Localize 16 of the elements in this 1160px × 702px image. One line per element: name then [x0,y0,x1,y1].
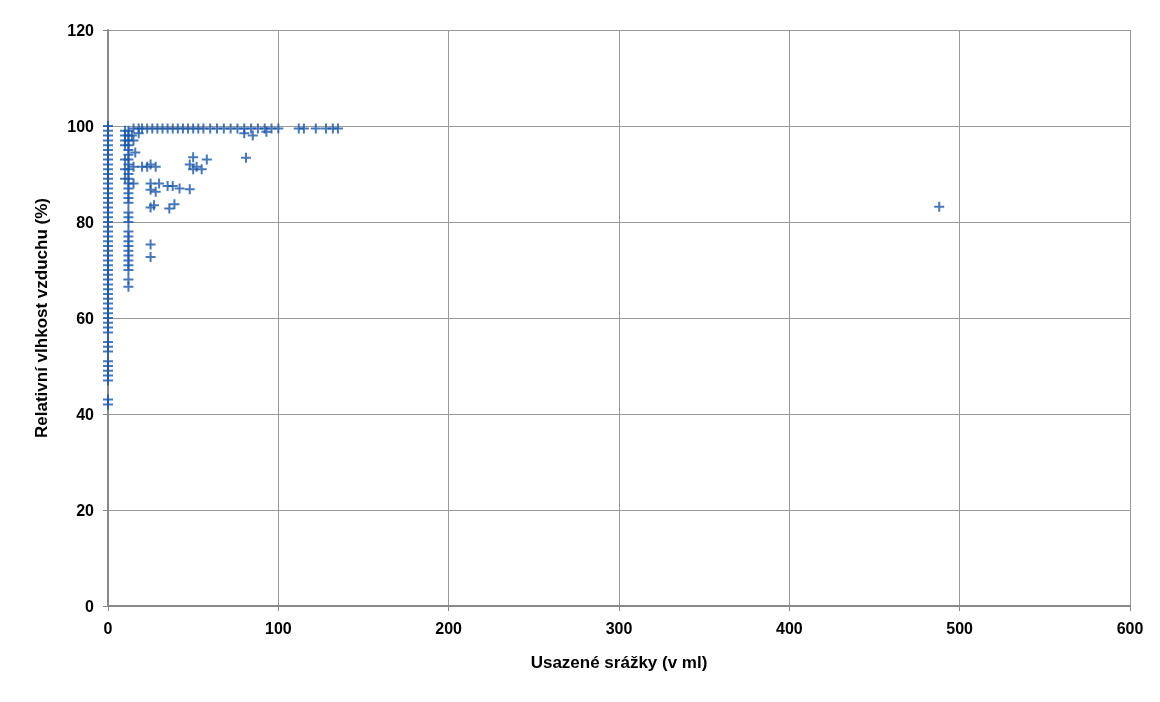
x-tick-label: 500 [946,619,974,637]
y-tick-label: 40 [76,405,95,423]
y-tick-label: 80 [76,213,95,231]
y-tick-label: 60 [76,309,95,327]
x-tick-label: 600 [1116,619,1144,637]
x-axis-title: Usazené srážky (v ml) [530,653,708,672]
y-tick-label: 100 [67,117,95,135]
y-tick-label: 120 [67,21,95,39]
y-tick-label: 0 [85,597,95,615]
x-tick-label: 200 [435,619,463,637]
y-tick-label: 20 [76,501,95,519]
x-tick-label: 300 [605,619,633,637]
y-axis-title: Relativní vlhkost vzduchu (%) [32,198,51,438]
x-tick-label: 0 [103,619,113,637]
x-tick-label: 400 [775,619,803,637]
x-tick-label: 100 [264,619,292,637]
